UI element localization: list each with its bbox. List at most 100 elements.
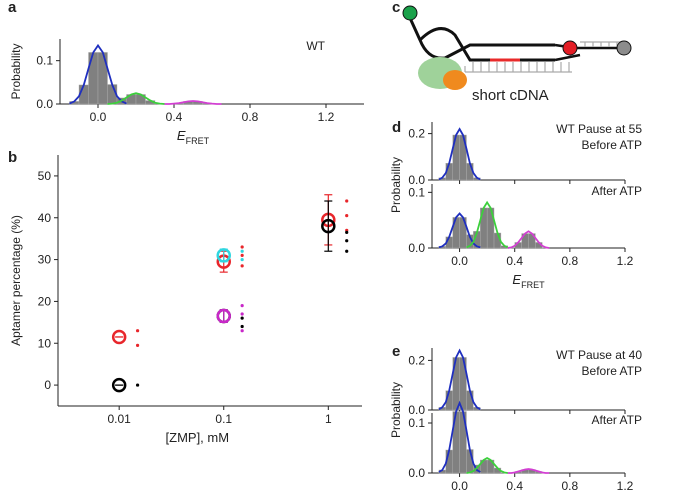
panel-label: c bbox=[392, 0, 400, 16]
x-label-main: E bbox=[177, 128, 186, 143]
data-dot bbox=[135, 383, 140, 387]
y-tick-label: 0.1 bbox=[36, 54, 53, 68]
y-tick-label: 0.2 bbox=[408, 127, 425, 141]
data-dot bbox=[345, 230, 349, 234]
diagram-text: short cDNA bbox=[472, 87, 549, 104]
data-dot bbox=[135, 329, 140, 333]
data-dot bbox=[240, 253, 244, 257]
y-tick-label: 20 bbox=[38, 294, 52, 308]
bar bbox=[88, 52, 99, 105]
x-tick-label: 0.8 bbox=[242, 110, 259, 124]
dna-strand bbox=[418, 27, 555, 62]
fit-curve bbox=[466, 456, 508, 474]
annotation: After ATP bbox=[592, 184, 642, 198]
data-point bbox=[111, 329, 127, 345]
x-label-main: [ZMP], mM bbox=[166, 430, 230, 445]
polymerase-subunit bbox=[443, 70, 467, 90]
y-tick-label: 0.1 bbox=[408, 185, 425, 199]
annotation: WT bbox=[306, 39, 325, 53]
x-label-sub: FRET bbox=[186, 136, 210, 146]
annotation: After ATP bbox=[592, 413, 642, 427]
annotation: Before ATP bbox=[582, 364, 642, 378]
data-point bbox=[216, 308, 231, 324]
rna-strand bbox=[408, 17, 555, 60]
x-tick-label: 1.2 bbox=[617, 479, 634, 493]
data-dot bbox=[240, 329, 244, 333]
x-tick-label: 1.2 bbox=[318, 110, 335, 124]
y-axis-label: Probability bbox=[389, 157, 403, 213]
y-axis-label: Aptamer percentage (%) bbox=[9, 215, 23, 346]
y-tick-label: 50 bbox=[38, 169, 52, 183]
y-tick-label: 0 bbox=[44, 378, 51, 392]
fit-curve bbox=[438, 212, 481, 249]
y-axis-label: Probability bbox=[9, 43, 23, 99]
data-dot bbox=[345, 199, 349, 203]
data-dot bbox=[240, 324, 244, 329]
x-tick-label: 0.4 bbox=[506, 479, 523, 493]
y-tick-label: 0.0 bbox=[408, 466, 425, 480]
panel-label: d bbox=[392, 119, 401, 136]
x-tick-label: 1 bbox=[325, 412, 332, 426]
red-dye bbox=[562, 40, 578, 56]
fit-curve bbox=[507, 468, 550, 474]
panel-label: b bbox=[8, 149, 17, 166]
y-tick-label: 0.0 bbox=[36, 97, 53, 111]
y-tick-label: 10 bbox=[38, 336, 52, 350]
annotation: WT Pause at 55 bbox=[556, 122, 642, 136]
data-dot bbox=[240, 257, 244, 262]
y-tick-label: 0.0 bbox=[408, 241, 425, 255]
x-axis-label: EFRET bbox=[512, 272, 545, 290]
fit-curve bbox=[438, 127, 481, 181]
cdna-ladder bbox=[464, 41, 622, 73]
panel-label: a bbox=[8, 0, 17, 16]
green-dye bbox=[402, 5, 418, 21]
x-tick-label: 0.1 bbox=[215, 412, 232, 426]
y-tick-label: 0.2 bbox=[408, 353, 425, 367]
fit-curve bbox=[507, 230, 550, 249]
gray-bead bbox=[616, 40, 632, 56]
data-dot bbox=[345, 239, 349, 243]
y-tick-label: 0.0 bbox=[408, 173, 425, 187]
data-dot bbox=[240, 249, 244, 253]
x-tick-label: 0.01 bbox=[107, 412, 131, 426]
x-tick-label: 1.2 bbox=[617, 254, 634, 268]
x-axis-label: [ZMP], mM bbox=[166, 430, 230, 445]
fit-curve bbox=[466, 200, 509, 249]
x-tick-label: 0.0 bbox=[90, 110, 107, 124]
fit-curve bbox=[438, 400, 481, 473]
y-tick-label: 30 bbox=[38, 253, 52, 267]
x-tick-label: 0.4 bbox=[506, 254, 523, 268]
fit-curve bbox=[438, 348, 481, 411]
x-tick-label: 0.4 bbox=[166, 110, 183, 124]
data-point bbox=[216, 248, 231, 263]
y-tick-label: 40 bbox=[38, 211, 52, 225]
y-tick-label: 0.0 bbox=[408, 403, 425, 417]
data-point bbox=[111, 377, 127, 393]
x-label-sub: FRET bbox=[521, 280, 545, 290]
annotation: WT Pause at 40 bbox=[556, 348, 642, 362]
fit-curve bbox=[164, 100, 222, 105]
fit-curve bbox=[69, 43, 127, 105]
x-tick-label: 0.0 bbox=[451, 479, 468, 493]
data-dot bbox=[240, 316, 244, 320]
panel-label: e bbox=[392, 343, 400, 360]
diagram-c: c short cDNA bbox=[392, 0, 632, 104]
y-tick-label: 0.1 bbox=[408, 416, 425, 430]
bar bbox=[97, 52, 108, 105]
y-axis-label: Probability bbox=[389, 382, 403, 438]
x-tick-label: 0.8 bbox=[562, 479, 579, 493]
data-dot bbox=[240, 245, 244, 249]
data-dot bbox=[135, 343, 140, 347]
x-label-main: E bbox=[512, 272, 521, 287]
data-point bbox=[321, 218, 336, 234]
x-tick-label: 0.8 bbox=[562, 254, 579, 268]
x-tick-label: 0.0 bbox=[451, 254, 468, 268]
data-dot bbox=[345, 214, 349, 218]
annotation: Before ATP bbox=[582, 138, 642, 152]
data-dot bbox=[240, 304, 244, 308]
fit-curve bbox=[107, 92, 165, 105]
data-dot bbox=[240, 264, 244, 268]
x-axis-label: EFRET bbox=[177, 128, 210, 146]
